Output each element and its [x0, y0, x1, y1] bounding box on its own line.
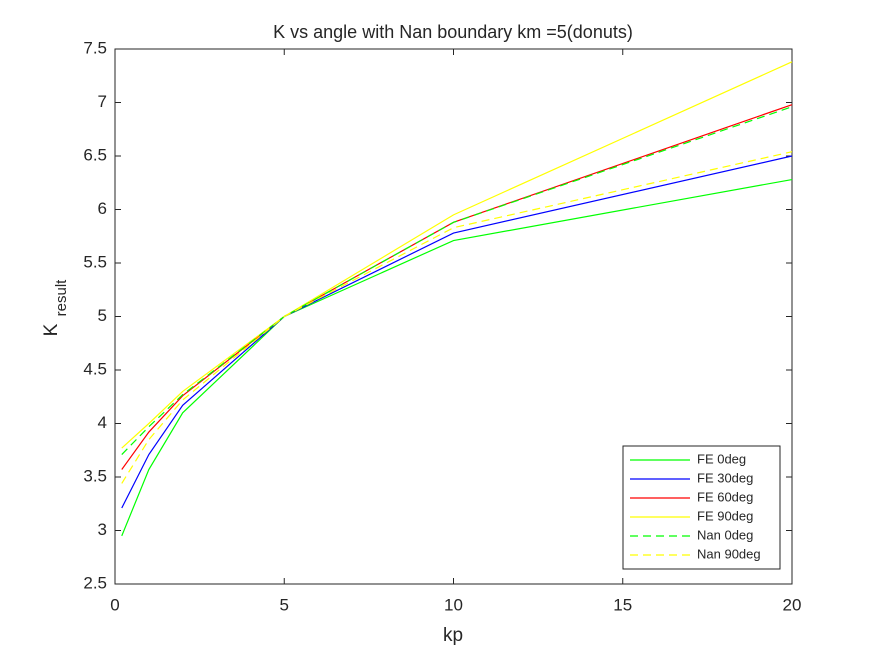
series-line	[121, 106, 793, 455]
legend-label: FE 90deg	[697, 508, 753, 523]
x-tick-label: 0	[110, 595, 119, 614]
y-axis-label-subscript: result	[53, 279, 70, 317]
y-tick-label: 7	[98, 92, 107, 111]
x-tick-label: 15	[613, 595, 632, 614]
y-axis-label-group: K result	[41, 279, 70, 337]
y-tick-label: 5.5	[83, 252, 107, 271]
legend-label: FE 60deg	[697, 489, 753, 504]
chart-title: K vs angle with Nan boundary km =5(donut…	[273, 22, 633, 42]
legend-label: Nan 0deg	[697, 527, 753, 542]
legend-label: FE 0deg	[697, 451, 746, 466]
x-tick-label: 20	[783, 595, 802, 614]
y-tick-label: 4	[98, 413, 107, 432]
series-line	[121, 151, 793, 484]
legend-box	[622, 445, 781, 570]
x-tick-label: 5	[280, 595, 289, 614]
y-axis-label: K	[41, 323, 62, 336]
y-tick-label: 6	[98, 199, 107, 218]
y-tick-label: 7.5	[83, 38, 107, 57]
legend-label: Nan 90deg	[697, 546, 761, 561]
series-line	[121, 178, 793, 537]
y-tick-label: 2.5	[83, 573, 107, 592]
x-axis-label: kp	[443, 625, 463, 646]
series-line	[121, 155, 793, 509]
series-line	[121, 61, 793, 449]
legend-label: FE 30deg	[697, 470, 753, 485]
y-tick-label: 3.5	[83, 466, 107, 485]
y-tick-label: 5	[98, 306, 107, 325]
x-tick-label: 10	[444, 595, 463, 614]
y-tick-label: 6.5	[83, 145, 107, 164]
y-tick-label: 4.5	[83, 359, 107, 378]
y-tick-label: 3	[98, 520, 107, 539]
